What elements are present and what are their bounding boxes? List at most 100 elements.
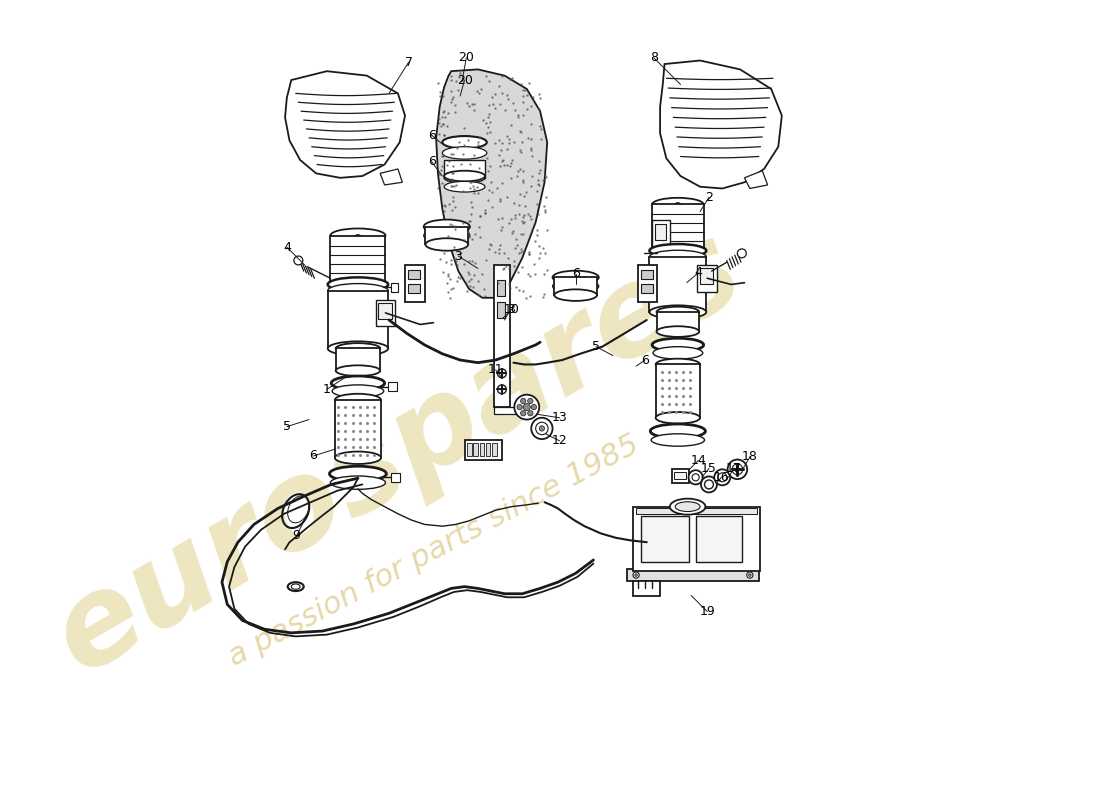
- Ellipse shape: [656, 412, 700, 423]
- Bar: [330, 235, 385, 285]
- Text: 16: 16: [714, 471, 729, 484]
- Ellipse shape: [552, 270, 598, 284]
- Text: 3: 3: [507, 303, 515, 316]
- Bar: [700, 269, 713, 285]
- Bar: [468, 442, 472, 456]
- Text: 13: 13: [552, 411, 568, 424]
- Bar: [649, 257, 706, 312]
- Bar: [634, 582, 660, 595]
- Circle shape: [714, 470, 730, 486]
- Polygon shape: [285, 71, 405, 178]
- Bar: [378, 303, 392, 319]
- Circle shape: [692, 474, 700, 481]
- Text: 6: 6: [428, 129, 436, 142]
- Bar: [334, 400, 381, 458]
- Text: 11: 11: [487, 363, 504, 376]
- Ellipse shape: [653, 346, 703, 359]
- Bar: [328, 290, 388, 349]
- Circle shape: [515, 394, 539, 419]
- Circle shape: [747, 572, 754, 578]
- Ellipse shape: [292, 584, 300, 590]
- Bar: [554, 278, 597, 295]
- Ellipse shape: [328, 283, 388, 298]
- Text: 15: 15: [701, 462, 717, 475]
- Bar: [408, 285, 420, 294]
- Bar: [640, 285, 653, 294]
- Bar: [473, 442, 477, 456]
- Bar: [492, 442, 496, 456]
- Ellipse shape: [336, 343, 381, 354]
- Ellipse shape: [334, 451, 381, 464]
- Bar: [496, 302, 505, 318]
- Ellipse shape: [424, 219, 470, 234]
- Polygon shape: [745, 170, 768, 189]
- Text: 6: 6: [641, 354, 649, 366]
- Circle shape: [539, 426, 544, 431]
- Bar: [654, 224, 667, 240]
- Ellipse shape: [649, 250, 706, 263]
- Ellipse shape: [336, 366, 381, 376]
- Bar: [376, 299, 395, 326]
- Ellipse shape: [652, 338, 704, 351]
- Circle shape: [701, 477, 717, 493]
- Text: a passion for parts since 1985: a passion for parts since 1985: [223, 430, 644, 672]
- Bar: [674, 472, 686, 479]
- Ellipse shape: [331, 376, 385, 390]
- Circle shape: [737, 249, 746, 258]
- Ellipse shape: [332, 385, 384, 398]
- Circle shape: [531, 418, 552, 439]
- Text: 4: 4: [694, 266, 702, 279]
- Bar: [652, 221, 670, 247]
- Circle shape: [528, 398, 534, 404]
- Bar: [652, 205, 704, 250]
- Text: 12: 12: [552, 434, 568, 447]
- Bar: [444, 160, 485, 178]
- Polygon shape: [436, 70, 547, 298]
- Ellipse shape: [328, 342, 388, 355]
- Bar: [697, 265, 717, 291]
- Ellipse shape: [675, 502, 700, 511]
- Bar: [656, 365, 700, 418]
- Ellipse shape: [552, 279, 598, 293]
- Circle shape: [727, 459, 747, 479]
- Bar: [405, 265, 425, 302]
- Ellipse shape: [657, 206, 700, 215]
- Bar: [496, 280, 505, 296]
- Bar: [390, 282, 398, 291]
- Bar: [640, 270, 653, 279]
- Ellipse shape: [330, 476, 385, 490]
- Bar: [672, 470, 690, 482]
- Ellipse shape: [670, 498, 705, 514]
- Bar: [390, 473, 399, 482]
- Circle shape: [531, 405, 537, 410]
- Bar: [657, 312, 700, 331]
- Ellipse shape: [444, 173, 485, 183]
- Bar: [464, 440, 502, 459]
- Bar: [627, 569, 759, 582]
- Bar: [336, 349, 381, 370]
- Circle shape: [524, 403, 530, 410]
- Circle shape: [689, 470, 703, 485]
- Circle shape: [294, 256, 302, 265]
- Bar: [494, 265, 510, 407]
- Ellipse shape: [444, 170, 485, 182]
- Ellipse shape: [650, 424, 705, 438]
- Text: 14: 14: [691, 454, 706, 467]
- Bar: [695, 515, 741, 562]
- Circle shape: [536, 422, 548, 434]
- Circle shape: [520, 398, 526, 404]
- Ellipse shape: [328, 278, 388, 291]
- Text: 20: 20: [456, 74, 473, 86]
- Circle shape: [718, 473, 727, 482]
- Ellipse shape: [442, 146, 487, 159]
- Bar: [408, 270, 420, 279]
- Text: 8: 8: [650, 51, 658, 64]
- Text: 5: 5: [283, 420, 290, 433]
- Ellipse shape: [651, 434, 704, 446]
- Circle shape: [635, 574, 637, 577]
- Ellipse shape: [330, 229, 385, 242]
- Text: 17: 17: [726, 462, 741, 475]
- Text: 20: 20: [459, 51, 474, 64]
- Text: 7: 7: [405, 56, 412, 69]
- Circle shape: [354, 234, 362, 242]
